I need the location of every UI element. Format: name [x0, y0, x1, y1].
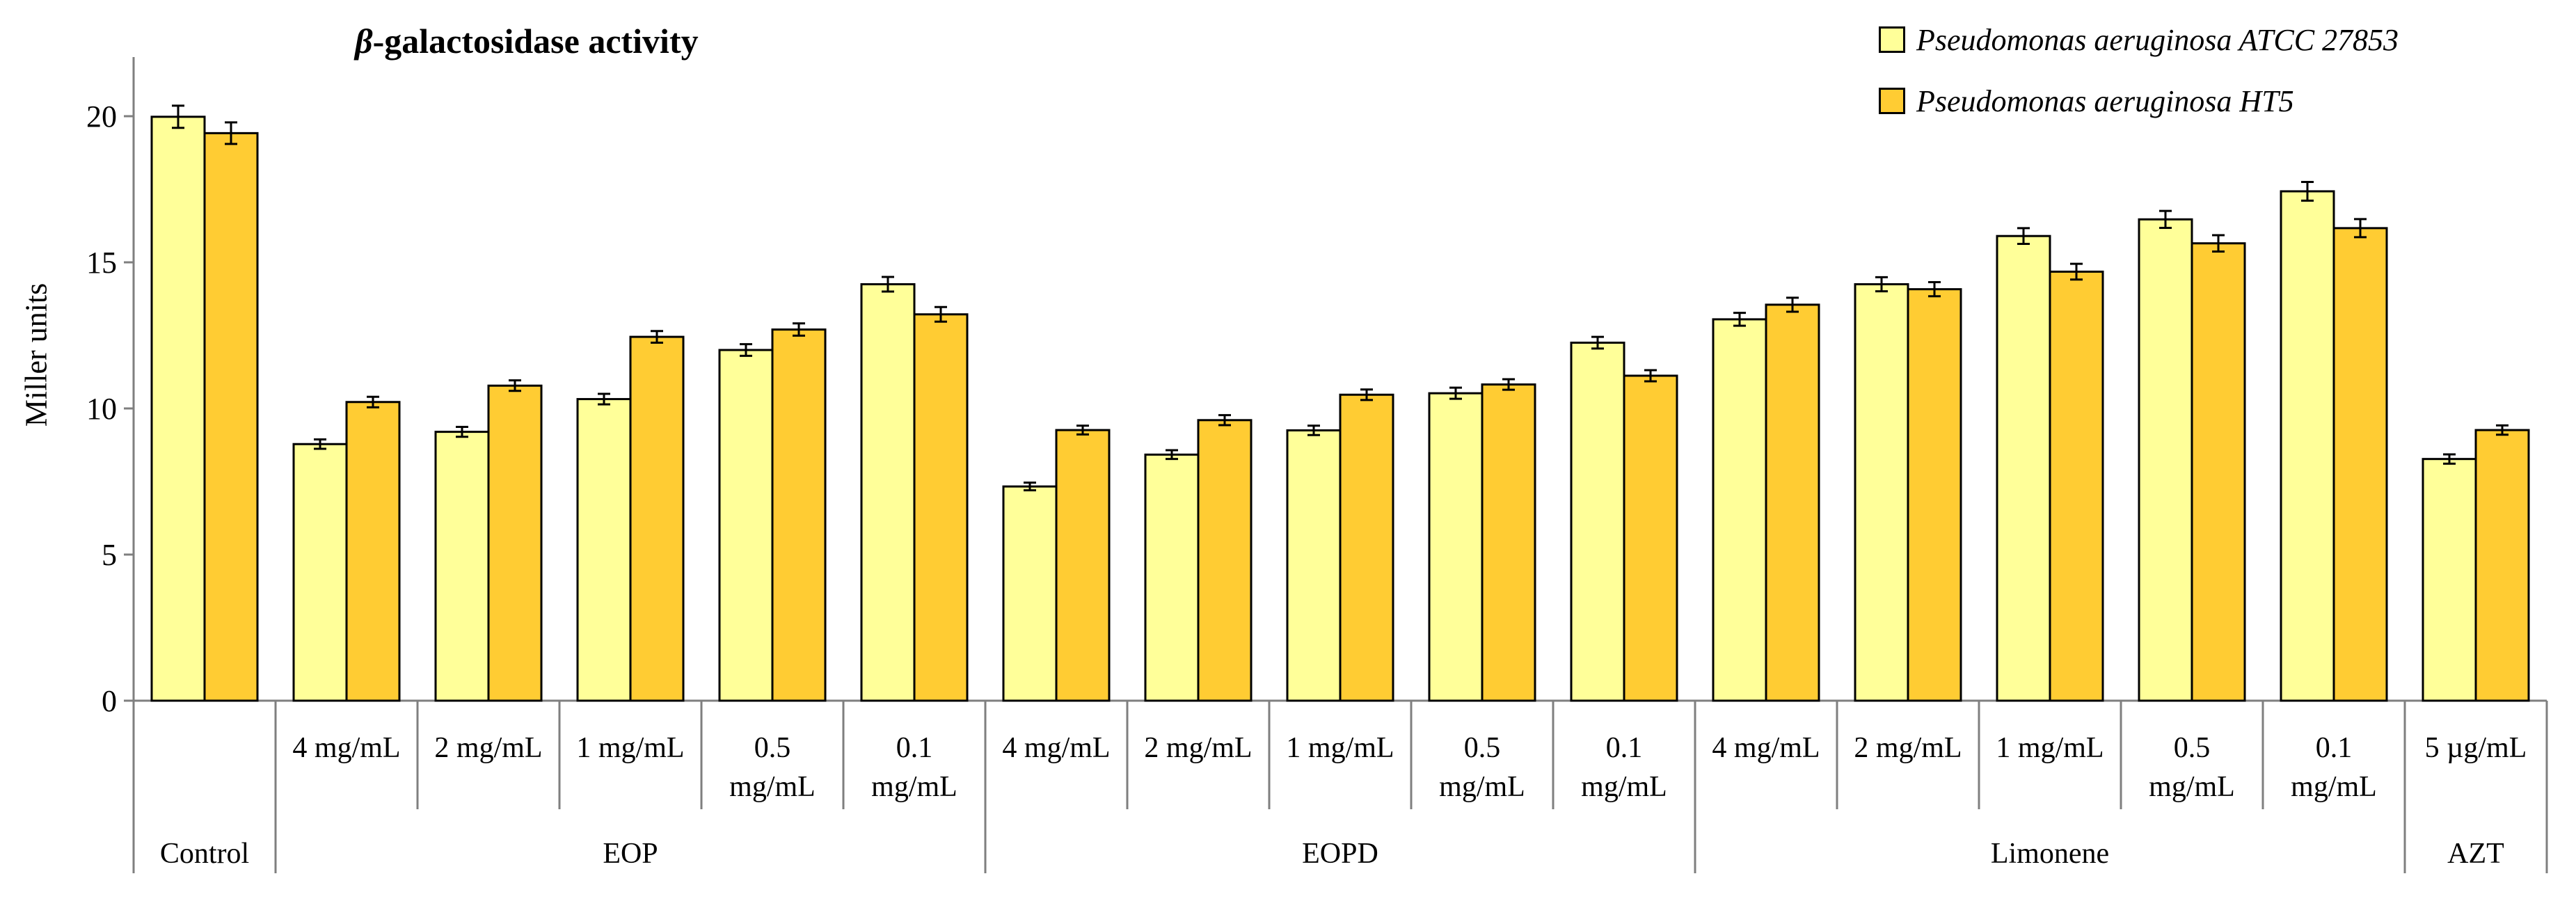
bar-ht5 — [2474, 429, 2530, 702]
bar-atcc — [1854, 283, 1909, 702]
bar-atcc — [150, 116, 206, 702]
bar-ht5 — [2332, 227, 2388, 702]
category-label: 1 mg/mL — [1996, 732, 2104, 764]
group-label: EOPD — [1302, 838, 1378, 870]
title-beta: β — [355, 22, 373, 61]
category-label: 0.1 — [1606, 732, 1643, 764]
bar-ht5 — [1197, 419, 1253, 702]
title-text: -galactosidase activity — [372, 22, 699, 61]
category-label-line2: mg/mL — [2291, 771, 2377, 803]
legend-label-atcc: Pseudomonas aeruginosa ATCC 27853 — [1916, 22, 2399, 57]
y-tick-label: 10 — [86, 392, 117, 426]
bar-ht5 — [629, 335, 685, 702]
bar-ht5 — [1765, 303, 1820, 702]
bar-atcc — [1002, 485, 1058, 702]
bar-ht5 — [1907, 288, 1962, 702]
y-tick-label: 20 — [86, 100, 117, 134]
group-label: AZT — [2447, 838, 2504, 870]
bar-atcc — [292, 443, 348, 702]
y-tick-label: 5 — [102, 538, 117, 572]
legend-item-atcc: Pseudomonas aeruginosa ATCC 27853 — [1879, 15, 2399, 64]
bar-ht5 — [345, 401, 401, 702]
bar-ht5 — [1481, 383, 1536, 702]
y-tick-label: 0 — [102, 684, 117, 718]
bar-ht5 — [2191, 242, 2246, 702]
category-label: 2 mg/mL — [434, 732, 542, 764]
category-label: 0.5 — [2174, 732, 2211, 764]
group-label: Control — [160, 838, 249, 870]
category-label: 2 mg/mL — [1854, 732, 1962, 764]
category-label: 0.5 — [1464, 732, 1501, 764]
category-label-line2: mg/mL — [1439, 771, 1525, 803]
bar-atcc — [1428, 392, 1484, 702]
bar-atcc — [576, 398, 632, 702]
bar-atcc — [718, 349, 774, 702]
category-label-line2: mg/mL — [2149, 771, 2235, 803]
bar-ht5 — [2049, 270, 2104, 702]
bar-ht5 — [771, 328, 827, 702]
bar-ht5 — [203, 132, 259, 702]
category-label: 4 mg/mL — [1002, 732, 1110, 764]
bar-atcc — [1144, 453, 1200, 702]
bar-atcc — [434, 431, 490, 702]
chart-title: β-galactosidase activity — [355, 21, 699, 61]
bar-atcc — [1712, 318, 1767, 702]
bar-atcc — [1286, 429, 1342, 702]
category-label: 0.5 — [754, 732, 791, 764]
legend-item-ht5: Pseudomonas aeruginosa HT5 — [1879, 77, 2294, 125]
bar-ht5 — [1055, 429, 1111, 702]
group-label: Limonene — [1991, 838, 2109, 870]
category-label: 2 mg/mL — [1144, 732, 1252, 764]
bar-atcc — [860, 283, 916, 702]
bar-atcc — [2138, 218, 2193, 702]
category-label: 5 µg/mL — [2425, 732, 2527, 764]
group-label: EOP — [603, 838, 658, 870]
category-label: 0.1 — [2316, 732, 2353, 764]
bar-ht5 — [1339, 393, 1394, 702]
bar-ht5 — [487, 384, 543, 702]
bar-atcc — [2422, 458, 2477, 702]
category-label: 1 mg/mL — [1286, 732, 1394, 764]
y-tick-label: 15 — [86, 246, 117, 280]
category-label-line2: mg/mL — [1581, 771, 1667, 803]
bar-ht5 — [1623, 374, 1678, 702]
bar-atcc — [1570, 342, 1625, 702]
category-label: 1 mg/mL — [576, 732, 684, 764]
bar-ht5 — [913, 313, 969, 702]
category-label-line2: mg/mL — [871, 771, 957, 803]
category-label: 4 mg/mL — [292, 732, 400, 764]
legend: Pseudomonas aeruginosa ATCC 27853 Pseudo… — [1879, 7, 2561, 125]
category-label-line2: mg/mL — [729, 771, 816, 803]
category-label: 4 mg/mL — [1712, 732, 1820, 764]
bar-atcc — [1996, 234, 2051, 702]
legend-label-ht5: Pseudomonas aeruginosa HT5 — [1916, 83, 2294, 118]
legend-swatch-ht5 — [1879, 88, 1905, 114]
category-label: 0.1 — [896, 732, 933, 764]
bar-atcc — [2280, 190, 2335, 702]
legend-swatch-atcc — [1879, 26, 1905, 53]
